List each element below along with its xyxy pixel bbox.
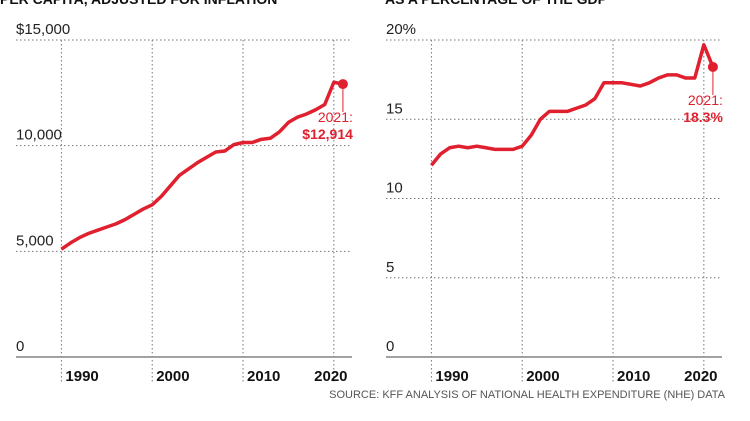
chart-title: PER CAPITA, ADJUSTED FOR INFLATION [0, 0, 277, 7]
data-line [430, 43, 715, 167]
x-tick-label: 1990 [435, 368, 468, 385]
y-tick-label: 15 [386, 100, 403, 117]
y-tick-label: 0 [16, 338, 24, 355]
y-tick-label: 20% [386, 21, 416, 38]
annotation: $12,914 [302, 126, 353, 142]
chart-title: AS A PERCENTAGE OF THE GDP [385, 0, 607, 7]
x-tick-label: 2010 [247, 368, 280, 385]
y-tick-label: 5,000 [16, 232, 54, 249]
y-tick-label: 10,000 [16, 127, 62, 144]
x-tick-label: 1990 [65, 368, 98, 385]
annotation: 18.3% [683, 109, 723, 125]
y-tick-label: 5 [386, 259, 394, 276]
y-tick-label: $15,000 [16, 21, 70, 38]
x-tick-label: 2010 [617, 368, 650, 385]
end-point [337, 79, 348, 90]
x-tick-label: 2000 [526, 368, 559, 385]
end-point [707, 61, 718, 72]
y-tick-label: 0 [386, 338, 394, 355]
data-line [60, 80, 344, 251]
annotation: 2021: [688, 92, 723, 108]
x-tick-label: 2020 [314, 368, 347, 385]
annotation: 2021: [318, 109, 353, 125]
x-tick-label: 2020 [684, 368, 717, 385]
source-note: SOURCE: KFF ANALYSIS OF NATIONAL HEALTH … [329, 389, 726, 401]
y-tick-label: 10 [386, 180, 403, 197]
x-tick-label: 2000 [156, 368, 189, 385]
